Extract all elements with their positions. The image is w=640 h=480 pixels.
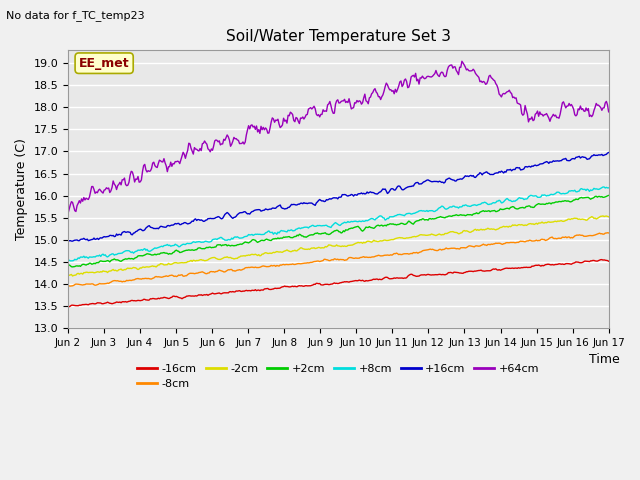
-8cm — [394, 251, 401, 256]
-16cm — [367, 277, 374, 283]
+64cm — [292, 115, 300, 120]
+2cm — [68, 264, 76, 270]
+16cm — [293, 202, 301, 208]
+8cm — [64, 257, 72, 263]
-16cm — [232, 288, 240, 294]
-2cm — [605, 214, 612, 220]
-2cm — [68, 273, 76, 279]
-2cm — [394, 235, 401, 241]
-2cm — [64, 272, 72, 277]
Line: -8cm: -8cm — [68, 233, 609, 286]
+64cm — [232, 136, 240, 142]
-16cm — [392, 275, 400, 281]
+8cm — [556, 191, 564, 196]
Title: Soil/Water Temperature Set 3: Soil/Water Temperature Set 3 — [226, 29, 451, 44]
+8cm — [463, 203, 470, 208]
+2cm — [293, 232, 301, 238]
Line: -16cm: -16cm — [68, 260, 609, 307]
+16cm — [394, 183, 401, 189]
Line: +16cm: +16cm — [68, 153, 609, 241]
-16cm — [598, 257, 605, 263]
-16cm — [555, 261, 563, 267]
-2cm — [599, 213, 607, 219]
+2cm — [64, 262, 72, 268]
+64cm — [556, 111, 564, 117]
+16cm — [64, 237, 72, 243]
+8cm — [293, 226, 301, 232]
-8cm — [368, 254, 376, 260]
-8cm — [64, 283, 72, 288]
+16cm — [556, 158, 564, 164]
-8cm — [67, 283, 74, 289]
-2cm — [556, 218, 564, 224]
-8cm — [605, 230, 612, 236]
+8cm — [368, 216, 376, 221]
-8cm — [556, 236, 564, 241]
+2cm — [556, 199, 564, 204]
-8cm — [604, 230, 611, 236]
+16cm — [605, 150, 612, 156]
Text: EE_met: EE_met — [79, 57, 129, 70]
+2cm — [368, 225, 376, 230]
Text: No data for f_TC_temp23: No data for f_TC_temp23 — [6, 11, 145, 22]
+16cm — [68, 238, 76, 244]
-8cm — [293, 261, 301, 267]
+16cm — [463, 173, 470, 179]
+64cm — [367, 94, 374, 100]
+16cm — [368, 190, 376, 195]
+16cm — [234, 212, 241, 217]
+2cm — [394, 222, 401, 228]
+8cm — [600, 184, 608, 190]
+64cm — [605, 109, 612, 115]
+2cm — [605, 192, 612, 198]
+64cm — [463, 67, 470, 73]
+64cm — [458, 59, 466, 64]
+2cm — [463, 212, 470, 218]
-16cm — [64, 304, 72, 310]
-8cm — [234, 267, 241, 273]
+8cm — [67, 258, 74, 264]
-8cm — [463, 245, 470, 251]
+8cm — [234, 234, 241, 240]
Line: +64cm: +64cm — [68, 61, 609, 214]
-16cm — [461, 270, 469, 276]
+8cm — [605, 185, 612, 191]
-2cm — [463, 228, 470, 234]
+8cm — [394, 212, 401, 217]
Line: +2cm: +2cm — [68, 195, 609, 267]
-2cm — [293, 248, 301, 253]
-2cm — [234, 255, 241, 261]
+2cm — [234, 242, 241, 248]
-16cm — [292, 284, 300, 289]
-16cm — [605, 258, 612, 264]
+64cm — [392, 89, 400, 95]
-2cm — [368, 240, 376, 245]
Line: +8cm: +8cm — [68, 187, 609, 261]
X-axis label: Time: Time — [589, 353, 620, 366]
Y-axis label: Temperature (C): Temperature (C) — [15, 138, 28, 240]
Line: -2cm: -2cm — [68, 216, 609, 276]
Legend: -16cm, -8cm, -2cm, +2cm, +8cm, +16cm, +64cm: -16cm, -8cm, -2cm, +2cm, +8cm, +16cm, +6… — [133, 360, 544, 394]
+64cm — [64, 211, 72, 216]
